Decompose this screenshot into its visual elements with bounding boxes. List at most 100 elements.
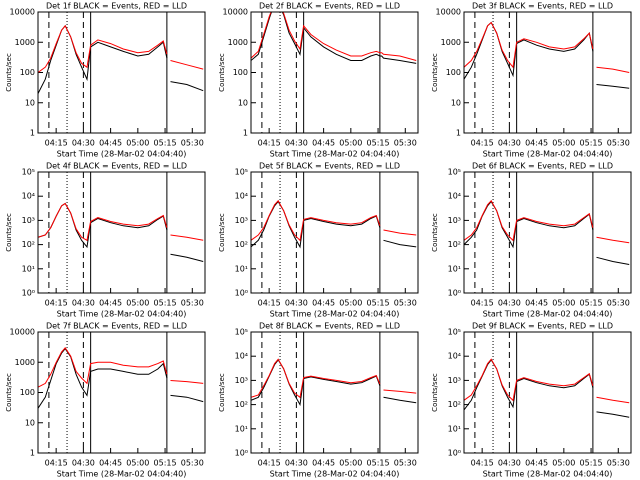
chart-title: Det 5f BLACK = Events, RED = LLD (259, 162, 400, 171)
x-tick-label: 04:45 (312, 459, 335, 468)
y-tick-label: 1000 (441, 38, 461, 47)
plot-frame (37, 331, 206, 454)
y-tick-label: 10⁵ (448, 328, 461, 337)
y-tick-label: 10000 (436, 8, 461, 17)
x-tick-label: 04:45 (312, 139, 335, 148)
series-line (38, 347, 204, 409)
x-tick-label: 05:15 (154, 299, 177, 308)
x-axis-label: Start Time (28-Mar-02 04:04:40) (270, 150, 400, 159)
chart-title: Det 7f BLACK = Events, RED = LLD (46, 322, 187, 331)
series-line (251, 12, 417, 61)
x-tick-label: 05:15 (367, 459, 390, 468)
x-tick-label: 05:30 (607, 459, 630, 468)
y-axis-label: Counts/sec (431, 53, 439, 92)
panel: Det 5f BLACK = Events, RED = LLD Start Ti… (218, 162, 419, 319)
x-tick-label: 04:15 (45, 459, 68, 468)
x-tick-label: 04:45 (312, 299, 335, 308)
y-tick-label: 10 (25, 98, 35, 107)
panel: Det 8f BLACK = Events, RED = LLD Start Ti… (218, 322, 419, 479)
y-tick-label: 100 (20, 68, 35, 77)
x-axis-label: Start Time (28-Mar-02 04:04:40) (57, 310, 187, 319)
panel: Det 6f BLACK = Events, RED = LLD Start Ti… (431, 162, 632, 319)
plot-frame (463, 11, 632, 134)
plot-frame (463, 171, 632, 294)
x-tick-label: 05:00 (126, 299, 149, 308)
y-tick-label: 10 (25, 418, 35, 427)
series-line (464, 199, 630, 244)
x-tick-label: 05:15 (580, 459, 603, 468)
x-tick-label: 04:45 (525, 459, 548, 468)
y-tick-label: 10⁴ (448, 352, 461, 361)
x-tick-label: 05:30 (181, 459, 204, 468)
series-line (251, 200, 417, 249)
x-tick-label: 05:00 (552, 139, 575, 148)
x-tick-label: 04:30 (285, 459, 308, 468)
x-axis-label: Start Time (28-Mar-02 04:04:40) (270, 470, 400, 479)
x-tick-label: 05:30 (394, 139, 417, 148)
x-tick-label: 04:15 (471, 459, 494, 468)
series-line (251, 358, 417, 399)
y-tick-label: 100 (446, 68, 461, 77)
y-axis-label: Counts/sec (218, 373, 226, 412)
y-tick-label: 1 (30, 449, 35, 458)
y-tick-label: 1000 (228, 38, 248, 47)
y-tick-label: 10⁰ (448, 289, 461, 298)
y-tick-label: 10¹ (22, 264, 35, 273)
y-axis-label: Counts/sec (218, 53, 226, 92)
y-axis-label: Counts/sec (218, 213, 226, 252)
y-tick-label: 10⁰ (235, 289, 248, 298)
x-tick-label: 04:15 (258, 139, 281, 148)
x-tick-label: 05:00 (552, 459, 575, 468)
y-tick-label: 10³ (235, 376, 248, 385)
y-tick-label: 100 (233, 68, 248, 77)
y-tick-label: 10 (238, 98, 248, 107)
y-tick-label: 10¹ (448, 424, 461, 433)
x-tick-label: 04:30 (285, 299, 308, 308)
panel: Det 4f BLACK = Events, RED = LLD Start Ti… (5, 162, 206, 319)
y-tick-label: 10² (235, 400, 248, 409)
x-tick-label: 04:15 (258, 299, 281, 308)
y-tick-label: 10⁰ (448, 449, 461, 458)
y-axis-label: Counts/sec (5, 213, 13, 252)
x-tick-label: 05:30 (181, 139, 204, 148)
plot-frame (250, 171, 419, 294)
x-tick-label: 04:15 (471, 139, 494, 148)
y-axis-label: Counts/sec (431, 213, 439, 252)
y-tick-label: 10² (235, 240, 248, 249)
y-tick-label: 10⁰ (22, 289, 35, 298)
series-line (464, 21, 630, 73)
y-tick-label: 10 (451, 98, 461, 107)
y-tick-label: 10¹ (235, 424, 248, 433)
x-tick-label: 04:45 (99, 299, 122, 308)
panel: Det 1f BLACK = Events, RED = LLD Start Ti… (5, 2, 206, 159)
x-axis-label: Start Time (28-Mar-02 04:04:40) (483, 310, 613, 319)
x-tick-label: 04:45 (99, 139, 122, 148)
x-tick-label: 04:45 (525, 299, 548, 308)
chart-title: Det 8f BLACK = Events, RED = LLD (259, 322, 400, 331)
chart-title: Det 6f BLACK = Events, RED = LLD (472, 162, 613, 171)
x-tick-label: 05:15 (580, 299, 603, 308)
chart-title: Det 4f BLACK = Events, RED = LLD (46, 162, 187, 171)
y-tick-label: 10000 (10, 8, 35, 17)
chart-title: Det 9f BLACK = Events, RED = LLD (472, 322, 613, 331)
y-tick-label: 10⁵ (448, 168, 461, 177)
x-tick-label: 04:30 (72, 139, 95, 148)
y-tick-label: 10⁰ (235, 449, 248, 458)
x-tick-label: 05:00 (552, 299, 575, 308)
panel: Det 2f BLACK = Events, RED = LLD Start Ti… (218, 2, 419, 159)
x-tick-label: 04:30 (72, 459, 95, 468)
chart-title: Det 2f BLACK = Events, RED = LLD (259, 2, 400, 11)
x-tick-label: 05:15 (367, 139, 390, 148)
x-tick-label: 04:30 (498, 299, 521, 308)
x-tick-label: 04:15 (258, 459, 281, 468)
x-tick-label: 04:15 (45, 299, 68, 308)
plot-frame (463, 331, 632, 454)
y-tick-label: 10² (448, 400, 461, 409)
x-tick-label: 05:30 (607, 299, 630, 308)
x-tick-label: 05:30 (607, 139, 630, 148)
series-line (38, 346, 204, 388)
series-line (464, 358, 630, 404)
series-line (464, 21, 630, 89)
y-tick-label: 10⁴ (22, 192, 35, 201)
